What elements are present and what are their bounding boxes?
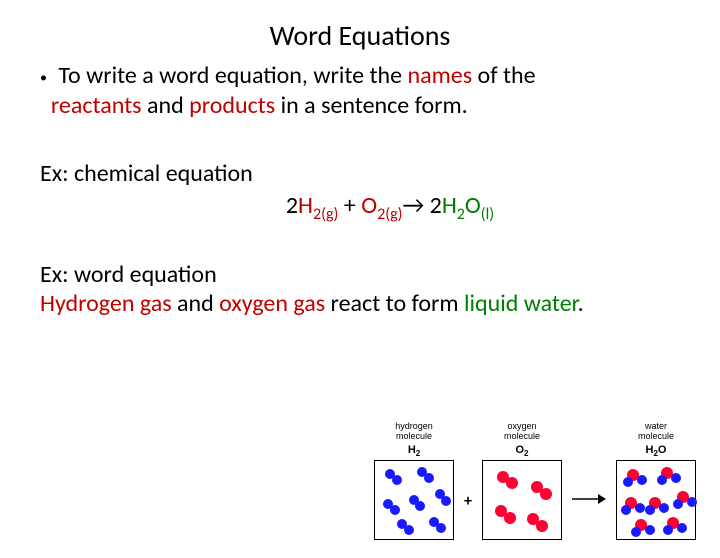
h-atom — [645, 525, 655, 535]
h-atom — [671, 473, 681, 483]
h-atom — [659, 503, 669, 513]
water-formula: H2O — [646, 444, 667, 458]
eq-sub1: 2(g) — [313, 205, 338, 224]
h-label-2: molecule — [396, 431, 432, 441]
sent-react: react to form — [325, 289, 464, 318]
eq-coef2: 2 — [424, 191, 442, 220]
hydrogen-label: hydrogen molecule — [395, 422, 433, 442]
water-box — [616, 460, 696, 540]
hydrogen-panel: hydrogen molecule H2 — [374, 422, 454, 540]
h-atom — [677, 523, 687, 533]
bullet-and: and — [142, 91, 190, 120]
o-atom — [506, 477, 518, 489]
sent-period: . — [578, 289, 584, 318]
eq-o2: O — [465, 191, 481, 220]
w-label-1: water — [645, 421, 667, 431]
word-example-label: Ex: word equation — [40, 260, 680, 289]
h-atom — [687, 497, 697, 507]
eq-h1: H — [298, 191, 313, 220]
eq-subl: (l) — [481, 205, 494, 224]
bullet-part3: in a sentence form. — [275, 91, 468, 120]
o-atom — [540, 488, 552, 500]
h-atom — [623, 477, 633, 487]
sent-hydrogen: Hydrogen gas — [40, 289, 172, 318]
content-area: • To write a word equation, write the na… — [0, 61, 720, 319]
o-label-1: oxygen — [507, 421, 536, 431]
eq-plus: + — [338, 191, 361, 220]
h-atom — [635, 503, 645, 513]
arrow-icon — [572, 492, 606, 511]
w-label-2: molecule — [638, 431, 674, 441]
h-atom — [631, 527, 641, 537]
w-formula-o: O — [658, 444, 667, 456]
word-equation-sentence: Hydrogen gas and oxygen gas react to for… — [40, 289, 680, 319]
oxygen-box — [482, 460, 562, 540]
o-label-2: molecule — [504, 431, 540, 441]
h-atom — [645, 505, 655, 515]
sent-oxygen: oxygen gas — [219, 289, 325, 318]
water-label: water molecule — [638, 422, 674, 442]
h-atom — [621, 505, 631, 515]
o-formula-sub: 2 — [524, 449, 528, 458]
h-formula-main: H — [408, 444, 416, 456]
oxygen-panel: oxygen molecule O2 — [482, 422, 562, 540]
eq-sub3: 2 — [457, 205, 465, 224]
eq-sub2: 2(g) — [377, 205, 402, 224]
eq-coef1: 2 — [286, 191, 298, 220]
hydrogen-box — [374, 460, 454, 540]
molecule-diagram: hydrogen molecule H2 + oxygen molec — [374, 422, 696, 540]
eq-h2: H — [442, 191, 457, 220]
o-atom — [504, 512, 516, 524]
h-atom — [436, 523, 446, 533]
h-label-1: hydrogen — [395, 421, 433, 431]
bullet-reactants: reactants — [51, 91, 142, 120]
h-atom — [415, 501, 425, 511]
h-atom — [441, 496, 451, 506]
h-atom — [404, 525, 414, 535]
water-panel: water molecule H2O — [616, 422, 696, 540]
h-atom — [392, 475, 402, 485]
h-atom — [673, 499, 683, 509]
hydrogen-formula: H2 — [408, 444, 420, 458]
oxygen-label: oxygen molecule — [504, 422, 540, 442]
bullet-part1: To write a word equation, write the — [58, 61, 407, 90]
bullet-part2: of the — [472, 61, 535, 90]
h-atom — [390, 505, 400, 515]
bullet-names: names — [408, 61, 473, 90]
h-atom — [663, 525, 673, 535]
h-atom — [657, 475, 667, 485]
o-formula-main: O — [515, 444, 524, 456]
sent-and: and — [172, 289, 220, 318]
h-formula-sub: 2 — [416, 449, 420, 458]
oxygen-formula: O2 — [515, 444, 528, 458]
h-atom — [637, 475, 647, 485]
chem-equation: 2H2(g) + O2(g)→ 2H2O(l) — [100, 191, 680, 224]
chem-example-label: Ex: chemical equation — [40, 159, 680, 189]
bullet-text: • To write a word equation, write the na… — [40, 61, 680, 121]
eq-o1: O — [361, 191, 377, 220]
bullet-dot: • — [40, 69, 47, 86]
sent-water: liquid water — [464, 289, 578, 318]
o-atom — [536, 520, 548, 532]
h-atom — [424, 473, 434, 483]
bullet-products: products — [189, 91, 275, 120]
plus-icon: + — [464, 492, 472, 511]
page-title: Word Equations — [0, 18, 720, 53]
eq-arrow: → — [403, 191, 425, 220]
